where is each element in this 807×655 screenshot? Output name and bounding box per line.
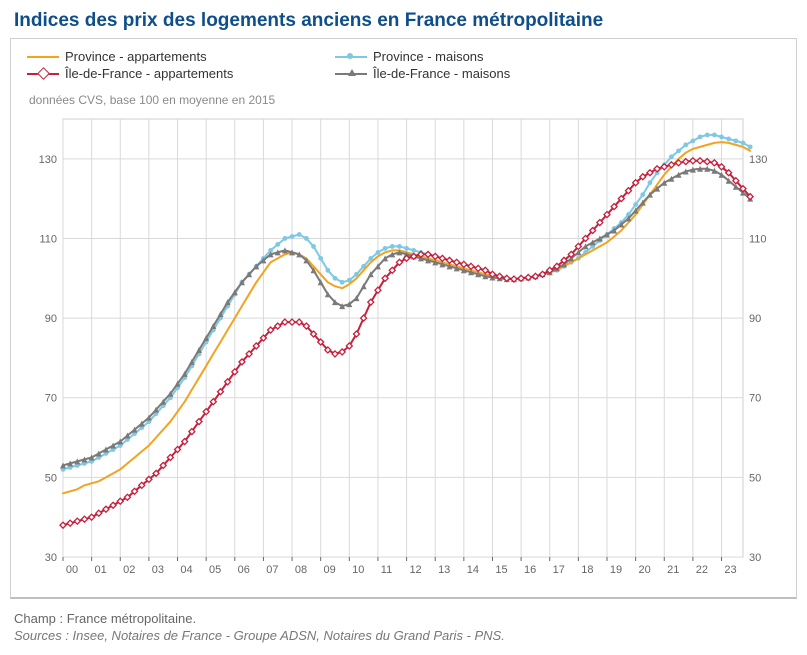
svg-text:06: 06 bbox=[238, 564, 250, 576]
dot-icon bbox=[335, 50, 367, 64]
svg-text:21: 21 bbox=[667, 564, 679, 576]
chart-subtitle: données CVS, base 100 en moyenne en 2015 bbox=[21, 89, 786, 113]
legend-label: Province - appartements bbox=[65, 49, 207, 64]
field-note: Champ : France métropolitaine. bbox=[0, 605, 807, 628]
svg-text:70: 70 bbox=[749, 393, 761, 405]
svg-text:20: 20 bbox=[638, 564, 650, 576]
legend-item-prov-appart: Province - appartements bbox=[27, 49, 307, 64]
svg-text:130: 130 bbox=[39, 154, 57, 166]
line-icon bbox=[27, 50, 59, 64]
svg-text:110: 110 bbox=[749, 233, 767, 245]
line-chart: 30 30 50 50 70 70 90 90 110 110 130 130 00 01 02 03 04 05… bbox=[21, 113, 785, 583]
svg-text:130: 130 bbox=[749, 154, 767, 166]
svg-text:16: 16 bbox=[524, 564, 536, 576]
svg-text:10: 10 bbox=[352, 564, 364, 576]
svg-text:70: 70 bbox=[45, 393, 57, 405]
diamond-icon bbox=[27, 67, 59, 81]
svg-text:30: 30 bbox=[45, 552, 57, 564]
svg-text:02: 02 bbox=[123, 564, 135, 576]
svg-text:01: 01 bbox=[94, 564, 106, 576]
svg-text:11: 11 bbox=[381, 564, 392, 576]
svg-text:12: 12 bbox=[409, 564, 421, 576]
triangle-icon bbox=[335, 67, 367, 81]
legend-label: Île-de-France - appartements bbox=[65, 66, 233, 81]
svg-text:15: 15 bbox=[495, 564, 507, 576]
svg-text:14: 14 bbox=[467, 564, 479, 576]
svg-text:50: 50 bbox=[45, 472, 57, 484]
svg-text:04: 04 bbox=[180, 564, 192, 576]
svg-text:18: 18 bbox=[581, 564, 593, 576]
svg-text:13: 13 bbox=[438, 564, 450, 576]
svg-text:07: 07 bbox=[266, 564, 278, 576]
svg-text:00: 00 bbox=[66, 564, 78, 576]
svg-text:110: 110 bbox=[39, 233, 57, 245]
chart-title: Indices des prix des logements anciens e… bbox=[0, 0, 807, 38]
legend: Province - appartements Île-de-France - … bbox=[21, 45, 786, 89]
svg-text:05: 05 bbox=[209, 564, 221, 576]
svg-text:17: 17 bbox=[553, 564, 565, 576]
svg-text:30: 30 bbox=[749, 552, 761, 564]
chart-card: Province - appartements Île-de-France - … bbox=[10, 38, 797, 599]
svg-text:90: 90 bbox=[45, 313, 57, 325]
svg-text:50: 50 bbox=[749, 472, 761, 484]
svg-text:08: 08 bbox=[295, 564, 307, 576]
svg-text:23: 23 bbox=[724, 564, 736, 576]
sources-note: Sources : Insee, Notaires de France - Gr… bbox=[0, 628, 807, 655]
legend-label: Province - maisons bbox=[373, 49, 484, 64]
legend-item-prov-maison: Province - maisons bbox=[335, 49, 615, 64]
svg-text:09: 09 bbox=[324, 564, 336, 576]
legend-item-idf-maison: Île-de-France - maisons bbox=[335, 66, 615, 81]
svg-text:22: 22 bbox=[696, 564, 708, 576]
svg-text:19: 19 bbox=[610, 564, 622, 576]
legend-item-idf-appart: Île-de-France - appartements bbox=[27, 66, 307, 81]
svg-text:03: 03 bbox=[152, 564, 164, 576]
svg-text:90: 90 bbox=[749, 313, 761, 325]
legend-label: Île-de-France - maisons bbox=[373, 66, 510, 81]
